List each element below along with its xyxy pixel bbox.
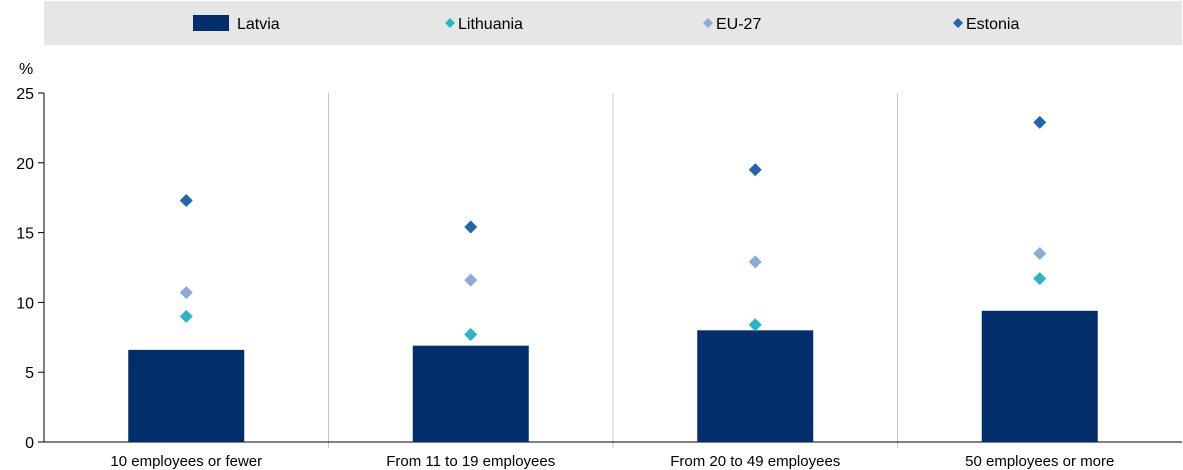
legend-label-estonia: Estonia (966, 16, 1019, 33)
x-category-label: 10 employees or fewer (110, 453, 262, 470)
legend-label-latvia: Latvia (237, 16, 280, 33)
y-tick-label: 5 (25, 365, 34, 382)
bar-latvia-1 (128, 349, 245, 442)
y-tick-label: 0 (25, 435, 34, 452)
point-estonia-1 (179, 193, 193, 207)
x-category-label: 50 employees or more (965, 453, 1114, 470)
y-tick-label: 10 (16, 295, 34, 312)
y-axis-unit-label: % (19, 61, 33, 78)
point-lithuania-3 (748, 318, 762, 332)
legend-label-eu-27: EU-27 (716, 16, 761, 33)
y-tick-label: 20 (16, 156, 34, 173)
point-estonia-2 (464, 220, 478, 234)
bar-latvia-3 (697, 330, 814, 442)
bar-latvia-2 (412, 345, 529, 442)
legend-swatch-latvia (193, 15, 229, 31)
legend-swatch-lithuania (445, 18, 455, 28)
y-tick-label: 15 (16, 226, 34, 243)
x-category-label: From 20 to 49 employees (670, 453, 840, 470)
point-lithuania-1 (179, 309, 193, 323)
point-eu-27-1 (179, 286, 193, 300)
point-eu-27-3 (748, 255, 762, 269)
point-eu-27-2 (464, 273, 478, 287)
point-estonia-3 (748, 163, 762, 177)
legend-swatch-eu-27 (703, 18, 713, 28)
point-estonia-4 (1033, 115, 1047, 129)
point-eu-27-4 (1033, 247, 1047, 261)
y-tick-label: 25 (16, 86, 34, 103)
legend-background (44, 1, 1182, 45)
bar-latvia-4 (981, 310, 1098, 442)
x-category-label: From 11 to 19 employees (386, 453, 555, 470)
legend-label-lithuania: Lithuania (458, 16, 523, 33)
point-lithuania-4 (1033, 272, 1047, 286)
legend-swatch-estonia (953, 18, 963, 28)
point-lithuania-2 (464, 328, 478, 342)
